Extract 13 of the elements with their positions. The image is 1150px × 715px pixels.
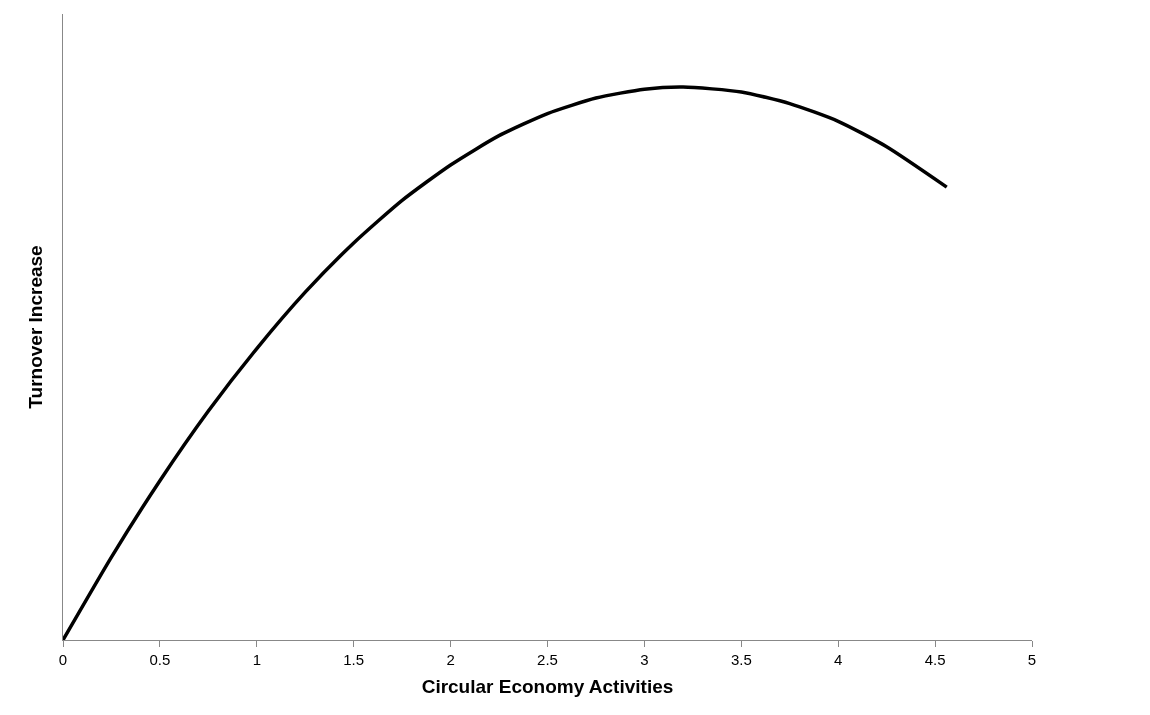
x-tick-label: 1.5 [343, 651, 365, 668]
y-axis-title: Turnover Increase [24, 245, 46, 409]
x-tick-label: 4.5 [924, 651, 946, 668]
x-tick-label: 0 [58, 651, 68, 668]
x-tick-label: 2 [446, 651, 455, 668]
x-tick-label: 0.5 [149, 651, 171, 668]
x-tick-label: 4 [834, 651, 843, 668]
x-tick-label: 1 [252, 651, 261, 668]
x-tick-label: 5 [1027, 651, 1037, 668]
x-tick-label: 3 [640, 651, 649, 668]
x-tick-label: 2.5 [537, 651, 558, 668]
x-axis-title: Circular Economy Activities [421, 675, 674, 697]
x-tick-label: 3.5 [730, 651, 752, 668]
